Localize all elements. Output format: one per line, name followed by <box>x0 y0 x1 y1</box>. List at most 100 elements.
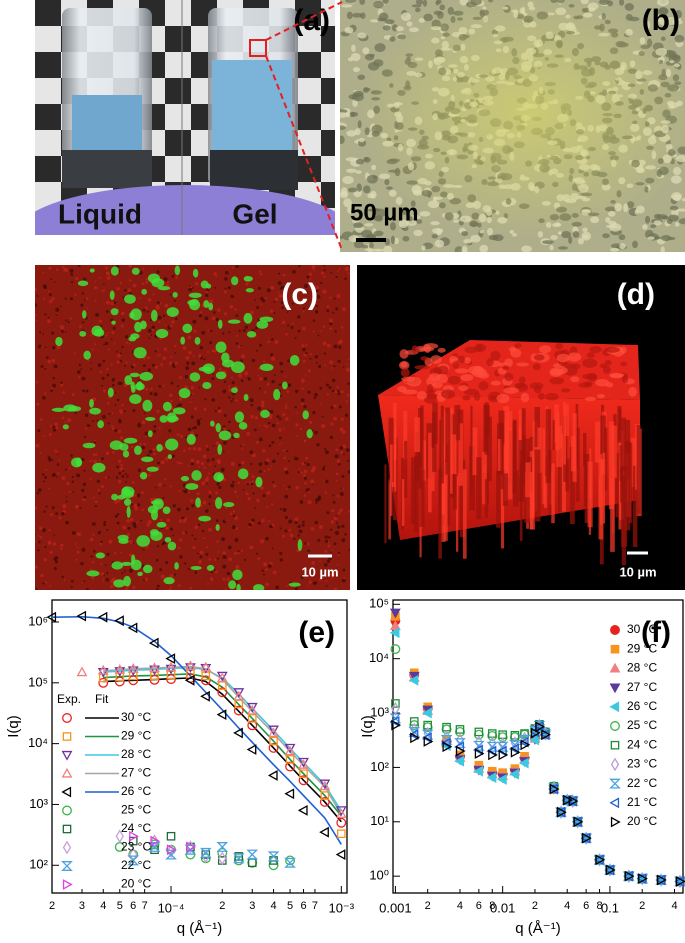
texture-spot <box>47 316 50 319</box>
texture-spot <box>113 551 117 555</box>
texture-spot <box>283 456 286 460</box>
marker <box>408 726 421 737</box>
red-streak <box>519 464 523 542</box>
texture-spot <box>160 574 165 579</box>
red-streak <box>595 421 601 463</box>
texture-spot <box>158 354 161 357</box>
texture-spot <box>170 399 173 403</box>
marker <box>529 734 540 746</box>
texture-spot <box>259 424 261 427</box>
green-domain <box>140 320 147 330</box>
texture-spot <box>281 306 284 310</box>
texture-spot <box>136 521 139 524</box>
marker <box>150 671 159 681</box>
marker <box>149 665 160 676</box>
x-tick-label: 5 <box>117 900 123 912</box>
texture-spot <box>295 434 298 437</box>
texture-spot <box>324 479 329 484</box>
texture-spot <box>221 537 225 542</box>
texture-spot <box>159 337 163 341</box>
texture-spot <box>77 265 81 267</box>
texture-spot <box>279 361 284 366</box>
texture-spot <box>39 536 43 539</box>
texture-spot <box>60 381 63 384</box>
texture-spot <box>172 504 176 508</box>
x-tick-label: 7 <box>312 900 318 912</box>
texture-spot <box>271 547 274 550</box>
green-domain <box>289 354 300 366</box>
texture-spot <box>326 393 330 396</box>
texture <box>35 265 350 590</box>
marker <box>610 625 620 635</box>
texture-spot <box>195 459 200 464</box>
texture-spot <box>326 305 330 308</box>
green-domain <box>210 420 215 427</box>
texture-spot <box>153 429 157 433</box>
texture-spot <box>303 288 306 292</box>
texture-spot <box>169 293 172 296</box>
texture-spot <box>110 584 114 589</box>
red-streak <box>564 404 569 437</box>
texture-spot <box>163 347 168 351</box>
texture-spot <box>232 510 236 513</box>
texture-spot <box>171 320 175 324</box>
texture-spot <box>171 408 174 411</box>
texture-spot <box>145 278 149 281</box>
green-domain <box>122 450 130 458</box>
texture-spot <box>224 277 228 281</box>
texture-spot <box>224 312 227 316</box>
texture-spot <box>283 484 285 487</box>
red-spot <box>434 366 442 375</box>
texture-spot <box>230 400 233 403</box>
texture-spot <box>84 413 89 418</box>
green-domain <box>142 399 153 412</box>
texture-spot <box>256 305 260 309</box>
green-domain <box>228 580 237 590</box>
green-domain <box>215 524 220 531</box>
red-spot <box>477 372 490 379</box>
texture-spot <box>42 396 46 400</box>
texture-spot <box>207 329 209 331</box>
texture-spot <box>55 313 58 316</box>
red-streak <box>630 437 637 488</box>
checker <box>165 130 191 156</box>
texture-spot <box>111 377 116 382</box>
texture-spot <box>272 484 277 488</box>
texture-spot <box>162 541 167 545</box>
texture-spot <box>251 518 255 522</box>
texture-spot <box>332 365 336 368</box>
texture-spot <box>194 525 199 530</box>
texture-spot <box>345 448 350 452</box>
green-domain <box>111 561 124 570</box>
texture-spot <box>121 475 125 478</box>
texture-spot <box>188 491 191 494</box>
texture-spot <box>299 500 304 504</box>
texture-spot <box>278 272 281 275</box>
texture-spot <box>254 299 256 301</box>
texture-spot <box>283 466 288 471</box>
texture-spot <box>204 398 207 401</box>
texture-spot <box>164 323 167 326</box>
texture-spot <box>163 484 166 487</box>
texture-spot <box>296 411 299 414</box>
texture-spot <box>324 563 328 567</box>
texture-spot <box>82 580 85 583</box>
green-domain <box>137 571 143 577</box>
green-domain <box>91 325 103 337</box>
texture-spot <box>106 275 111 280</box>
texture-spot <box>145 280 149 284</box>
texture-spot <box>106 528 109 531</box>
x-tick-label: 2 <box>219 900 225 912</box>
texture-spot <box>208 490 212 494</box>
texture-spot <box>132 409 136 412</box>
texture-spot <box>36 295 39 297</box>
texture-spot <box>234 537 239 542</box>
red-spot <box>411 345 419 354</box>
texture-spot <box>160 363 164 367</box>
texture-spot <box>42 298 45 301</box>
texture-spot <box>298 288 301 291</box>
texture-spot <box>241 549 244 552</box>
texture-spot <box>162 356 166 360</box>
marker <box>610 757 620 772</box>
